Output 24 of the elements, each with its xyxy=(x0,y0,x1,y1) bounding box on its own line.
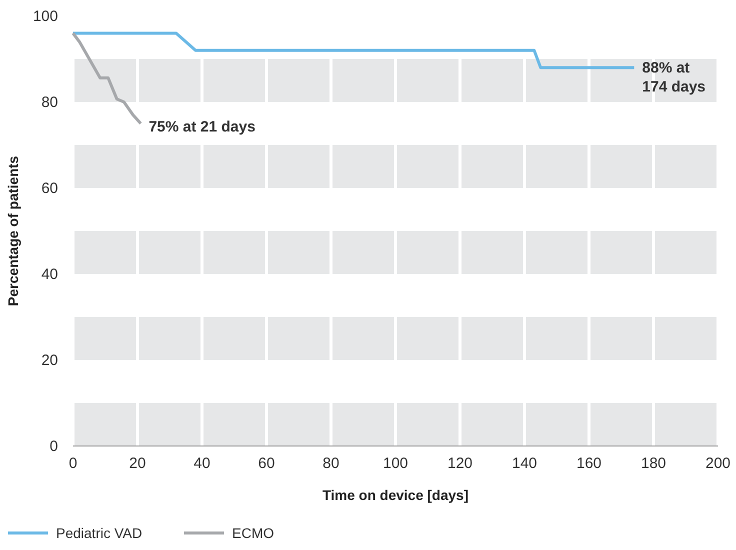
legend-label: Pediatric VAD xyxy=(56,525,142,541)
annotation: 75% at 21 days xyxy=(148,118,256,136)
x-tick-label: 180 xyxy=(640,455,666,472)
x-axis-title: Time on device [days] xyxy=(322,487,469,503)
y-tick-label: 20 xyxy=(41,352,58,369)
annotation: 88% at 174 days xyxy=(642,60,706,96)
x-tick-label: 200 xyxy=(705,455,731,472)
x-tick-label: 0 xyxy=(68,455,78,472)
x-tick-label: 120 xyxy=(447,455,473,472)
y-tick-label: 80 xyxy=(41,94,58,111)
x-tick-label: 80 xyxy=(322,455,340,472)
x-tick-label: 140 xyxy=(512,455,538,472)
y-tick-label: 0 xyxy=(50,438,58,455)
legend-label: ECMO xyxy=(232,525,274,541)
y-tick-label: 60 xyxy=(41,180,58,197)
x-tick-label: 100 xyxy=(382,455,408,472)
x-tick-label: 160 xyxy=(576,455,602,472)
y-axis-title: Percentage of patients xyxy=(5,156,21,306)
x-tick-label: 20 xyxy=(129,455,146,472)
line-series xyxy=(72,32,142,125)
x-tick-label: 40 xyxy=(194,455,210,472)
x-tick-label: 60 xyxy=(258,455,275,472)
y-tick-label: 40 xyxy=(41,266,58,283)
y-tick-label: 100 xyxy=(32,8,58,25)
